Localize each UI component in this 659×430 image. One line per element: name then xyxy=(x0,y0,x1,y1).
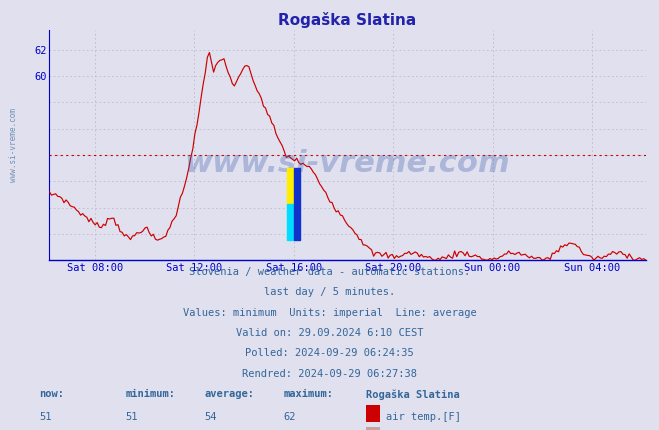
Text: Rendred: 2024-09-29 06:27:38: Rendred: 2024-09-29 06:27:38 xyxy=(242,369,417,379)
Text: Polled: 2024-09-29 06:24:35: Polled: 2024-09-29 06:24:35 xyxy=(245,348,414,359)
Text: www.si-vreme.com: www.si-vreme.com xyxy=(9,108,18,182)
Text: 51: 51 xyxy=(125,412,138,422)
Title: Rogaška Slatina: Rogaška Slatina xyxy=(279,12,416,28)
Text: minimum:: minimum: xyxy=(125,389,175,399)
Text: air temp.[F]: air temp.[F] xyxy=(386,412,461,422)
Text: Slovenia / weather data - automatic stations.: Slovenia / weather data - automatic stat… xyxy=(189,267,470,277)
Text: average:: average: xyxy=(204,389,254,399)
Bar xyxy=(366,427,380,430)
Text: maximum:: maximum: xyxy=(283,389,333,399)
Text: 51: 51 xyxy=(40,412,52,422)
Text: Rogaška Slatina: Rogaška Slatina xyxy=(366,389,459,400)
Text: last day / 5 minutes.: last day / 5 minutes. xyxy=(264,287,395,297)
Bar xyxy=(287,204,293,240)
Text: 54: 54 xyxy=(204,412,217,422)
Text: Values: minimum  Units: imperial  Line: average: Values: minimum Units: imperial Line: av… xyxy=(183,308,476,318)
Bar xyxy=(287,168,293,204)
Text: Valid on: 29.09.2024 6:10 CEST: Valid on: 29.09.2024 6:10 CEST xyxy=(236,328,423,338)
Text: now:: now: xyxy=(40,389,65,399)
Text: 62: 62 xyxy=(283,412,296,422)
Bar xyxy=(366,405,380,421)
Bar xyxy=(293,168,301,240)
Text: www.si-vreme.com: www.si-vreme.com xyxy=(185,149,511,178)
